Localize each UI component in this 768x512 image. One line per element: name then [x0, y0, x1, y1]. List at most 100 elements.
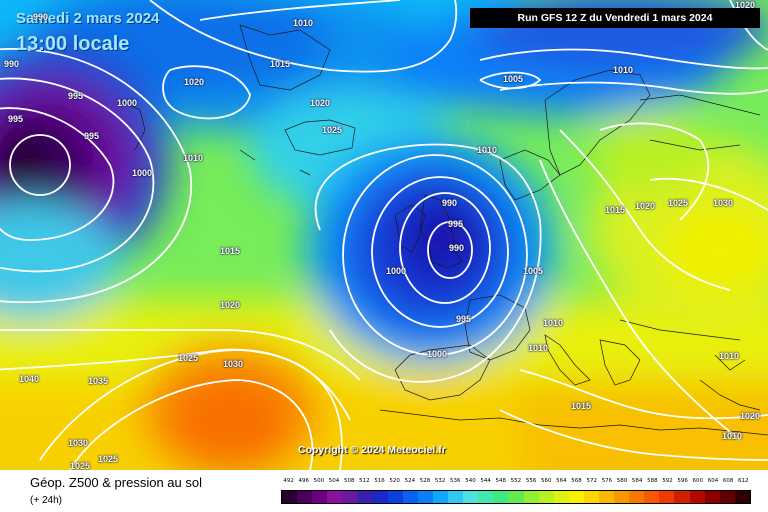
isobar-label: 995: [8, 114, 24, 124]
scale-swatch: [327, 491, 343, 503]
scale-tick-label: 560: [540, 478, 552, 484]
scale-tick-label: 504: [328, 478, 340, 484]
isobar-label: 1025: [98, 454, 119, 464]
scale-tick-label: 536: [450, 478, 461, 484]
legend-subtitle: (+ 24h): [30, 495, 62, 506]
scale-tick-label: 540: [465, 478, 476, 484]
isobar-label: 1010: [719, 351, 740, 361]
scale-swatch: [583, 491, 599, 503]
scale-tick-label: 500: [313, 478, 325, 484]
scale-swatch: [448, 491, 464, 503]
scale-swatch: [598, 491, 615, 503]
scale-swatch: [312, 491, 328, 503]
scale-tick-label: 492: [283, 478, 294, 484]
isobar-label: 1015: [605, 205, 626, 215]
isobar-label: 995: [84, 131, 100, 141]
scale-swatch: [493, 491, 509, 503]
scale-tick-label: 516: [374, 478, 385, 484]
scale-tick-label: 544: [480, 478, 491, 484]
weather-map: Samedi 2 mars 2024 13:00 locale Run GFS …: [0, 0, 768, 470]
isobar-label: 995: [448, 219, 464, 229]
isobar-label: 990: [449, 243, 465, 253]
scale-tick-label: 572: [586, 478, 597, 484]
isobar-label: 1030: [223, 359, 244, 369]
scale-tick-label: 580: [616, 478, 628, 484]
isobar-label: 1010: [183, 153, 204, 163]
scale-tick-label: 508: [343, 478, 355, 484]
isobar-label: 1020: [310, 98, 331, 108]
isobar-label: 1010: [528, 343, 549, 353]
scale-tick-label: 576: [601, 478, 613, 484]
isobar-label: 1025: [178, 353, 199, 363]
scale-swatch: [629, 491, 645, 503]
isobar-label: 1000: [427, 349, 448, 359]
scale-swatch: [282, 491, 298, 503]
model-run-label: Run GFS 12 Z du Vendredi 1 mars 2024: [470, 8, 760, 28]
isobar-label: 1000: [386, 266, 407, 276]
scale-tick-label: 532: [434, 478, 446, 484]
scale-swatch: [297, 491, 313, 503]
isobar-label: 990: [4, 59, 20, 69]
scale-swatch: [478, 491, 494, 503]
color-scale-bar: [281, 490, 751, 504]
isobar-label: 1030: [68, 438, 89, 448]
scale-swatch: [417, 491, 433, 503]
isobar-label: 1010: [293, 18, 314, 28]
isobar-label: 1000: [132, 168, 153, 178]
scale-tick-label: 612: [738, 478, 749, 484]
isobar-label: 1030: [713, 198, 734, 208]
scale-swatch: [463, 491, 479, 503]
scale-swatch: [719, 491, 735, 503]
scale-tick-label: 564: [556, 478, 567, 484]
scale-swatch: [372, 491, 388, 503]
scale-tick-label: 568: [571, 478, 582, 484]
forecast-date: Samedi 2 mars 2024: [16, 10, 160, 27]
scale-swatch: [614, 491, 630, 503]
isobar-label: 1025: [668, 198, 689, 208]
coastlines: [119, 24, 768, 436]
scale-tick-label: 496: [298, 478, 309, 484]
isobar-label: 1020: [220, 300, 241, 310]
scale-tick-label: 556: [525, 478, 537, 484]
scale-tick-label: 512: [359, 478, 370, 484]
isobar-label: 1035: [88, 376, 109, 386]
isobar-label: 1015: [571, 401, 592, 411]
scale-swatch: [689, 491, 705, 503]
isobar-label: 995: [68, 91, 84, 101]
scale-tick-label: 588: [647, 478, 658, 484]
isobar-label: 1010: [722, 431, 743, 441]
isobars: [0, 0, 768, 470]
scale-swatch: [568, 491, 584, 503]
scale-tick-label: 596: [677, 478, 688, 484]
scale-tick-label: 528: [419, 478, 431, 484]
scale-swatch: [538, 491, 554, 503]
isobar-label: 1015: [220, 246, 241, 256]
isobar-label: 1010: [543, 318, 564, 328]
scale-swatch: [674, 491, 690, 503]
scale-tick-label: 608: [722, 478, 734, 484]
isobar-label: 1040: [19, 374, 40, 384]
scale-tick-label: 600: [692, 478, 704, 484]
scale-tick-label: 524: [404, 478, 416, 484]
isobar-label: 1020: [735, 0, 756, 10]
scale-tick-label: 592: [662, 478, 673, 484]
isobar-label: 995: [456, 314, 472, 324]
scale-swatch: [523, 491, 539, 503]
scale-swatch: [644, 491, 660, 503]
scale-tick-label: 552: [510, 478, 522, 484]
isobar-label: 1020: [740, 411, 761, 421]
scale-swatch: [553, 491, 569, 503]
forecast-time: 13:00 locale: [16, 33, 130, 55]
isobar-label: 990: [442, 198, 458, 208]
scale-swatch: [357, 491, 373, 503]
isobar-label: 1005: [523, 266, 544, 276]
scale-swatch: [659, 491, 675, 503]
scale-swatch: [342, 491, 358, 503]
scale-swatch: [387, 491, 403, 503]
legend-title: Géop. Z500 & pression au sol: [30, 475, 202, 490]
isobar-label: 1005: [503, 74, 524, 84]
isobar-label: 1025: [322, 125, 343, 135]
scale-tick-label: 548: [495, 478, 507, 484]
scale-swatch: [704, 491, 720, 503]
isobar-label: 1010: [613, 65, 634, 75]
